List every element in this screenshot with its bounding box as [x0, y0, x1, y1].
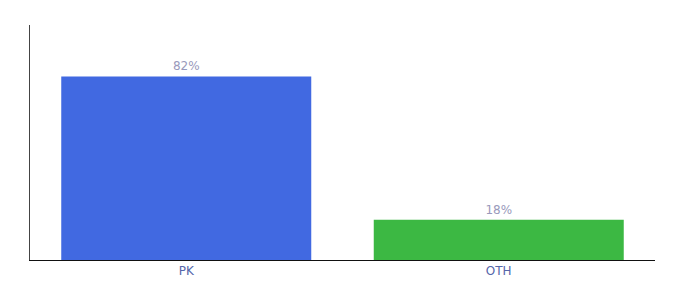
svg-text:PK: PK — [179, 264, 195, 278]
svg-text:OTH: OTH — [486, 264, 512, 278]
svg-text:18%: 18% — [485, 203, 512, 217]
svg-text:82%: 82% — [173, 59, 200, 73]
